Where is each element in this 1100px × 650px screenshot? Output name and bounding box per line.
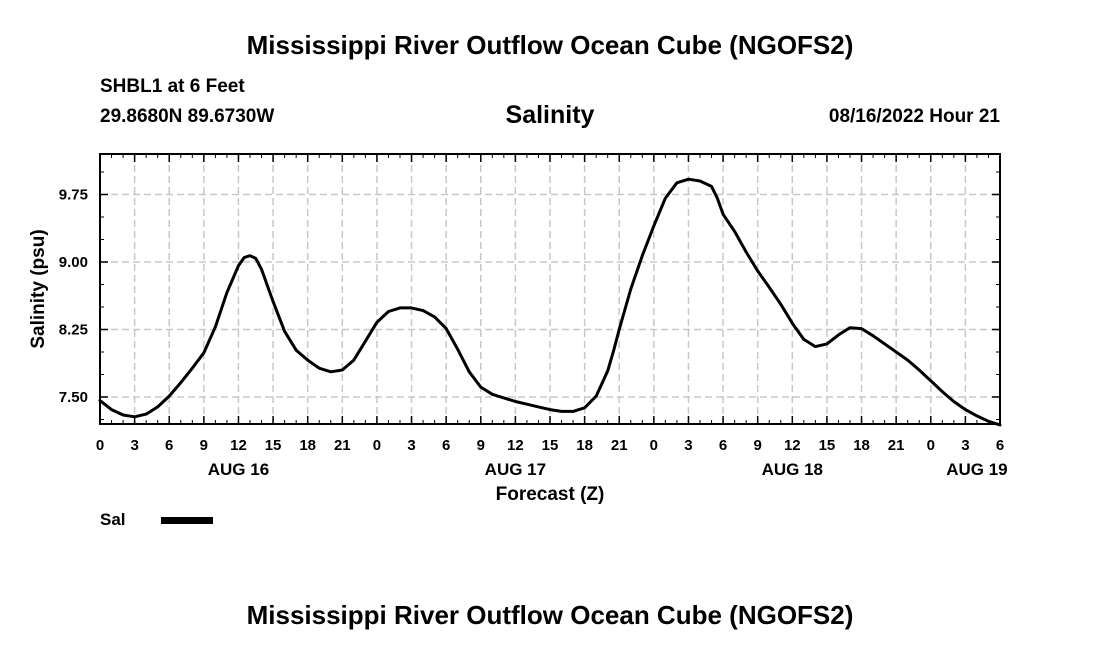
- x-tick-label: 3: [961, 437, 969, 454]
- footer-title: Mississippi River Outflow Ocean Cube (NG…: [246, 600, 854, 630]
- x-tick-label: 12: [507, 437, 524, 454]
- x-tick-label: 3: [130, 437, 138, 454]
- grid: [100, 154, 1000, 424]
- x-tick-label: 18: [853, 437, 870, 454]
- date-label: AUG 16: [208, 460, 269, 479]
- series-layer: [98, 177, 1002, 427]
- x-tick-label: 3: [407, 437, 415, 454]
- station-coordinates: 29.8680N 89.6730W: [100, 106, 275, 127]
- series-line-sal: [98, 177, 1002, 427]
- x-tick-label: 9: [200, 437, 208, 454]
- x-tick-label: 15: [819, 437, 836, 454]
- x-tick-label: 18: [299, 437, 316, 454]
- x-tick-label: 18: [576, 437, 593, 454]
- y-tick-label: 7.50: [59, 389, 88, 406]
- chart-title: Salinity: [505, 101, 595, 129]
- date-label: AUG 18: [762, 460, 823, 479]
- x-tick-label: 6: [996, 437, 1004, 454]
- y-axis-label: Salinity (psu): [28, 229, 49, 348]
- x-axis-label: Forecast (Z): [496, 484, 605, 505]
- ticks: [99, 154, 1001, 424]
- x-tick-label: 9: [754, 437, 762, 454]
- x-tick-label: 21: [611, 437, 628, 454]
- axis-labels: 0 3 6 9 12 15 18 21 0 3 6 9 12 15 18 21 0 3 6 9 12 15 18 21 0 3 6 A…: [59, 187, 1008, 480]
- x-tick-label: 6: [719, 437, 727, 454]
- forecast-datetime: 08/16/2022 Hour 21: [828, 106, 1000, 127]
- x-tick-label: 15: [542, 437, 559, 454]
- x-tick-label: 9: [477, 437, 485, 454]
- x-tick-label: 0: [927, 437, 935, 454]
- date-label: AUG 19: [946, 460, 1007, 479]
- x-tick-label: 3: [684, 437, 692, 454]
- x-tick-label: 15: [265, 437, 282, 454]
- x-tick-label: 12: [230, 437, 247, 454]
- date-label: AUG 17: [485, 460, 546, 479]
- x-tick-label: 21: [888, 437, 905, 454]
- x-tick-label: 12: [784, 437, 801, 454]
- x-tick-label: 0: [96, 437, 104, 454]
- x-tick-label: 0: [650, 437, 658, 454]
- legend-label: Sal: [100, 510, 126, 529]
- x-tick-label: 6: [165, 437, 173, 454]
- legend-swatch: [161, 517, 213, 524]
- station-label: SHBL1 at 6 Feet: [100, 76, 245, 97]
- x-tick-label: 21: [334, 437, 351, 454]
- y-tick-label: 8.25: [59, 322, 88, 339]
- y-tick-label: 9.75: [59, 187, 88, 204]
- x-tick-label: 0: [373, 437, 381, 454]
- main-title: Mississippi River Outflow Ocean Cube (NG…: [246, 30, 854, 60]
- y-tick-label: 9.00: [59, 254, 88, 271]
- x-tick-label: 6: [442, 437, 450, 454]
